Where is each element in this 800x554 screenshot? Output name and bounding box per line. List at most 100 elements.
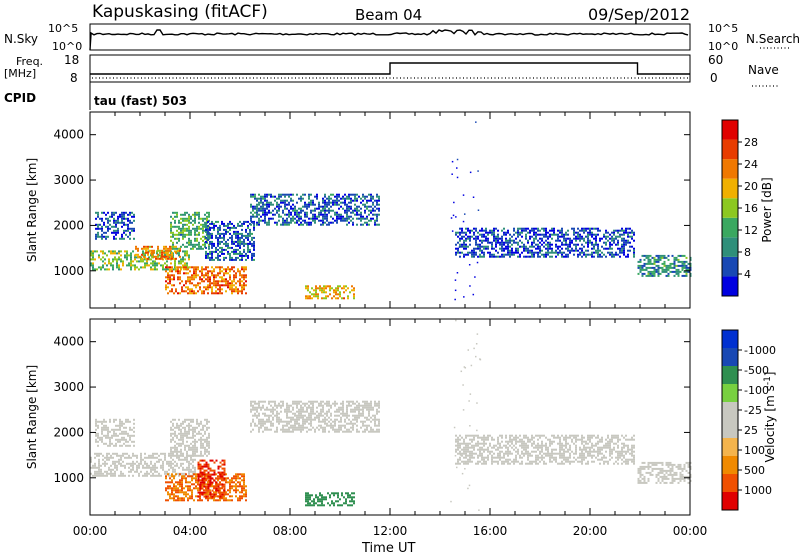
- freq-label-bottom: [MHz]: [4, 67, 36, 80]
- x-tick-label: 12:00: [373, 524, 408, 538]
- velocity-ylabel: Slant Range [km]: [25, 365, 39, 469]
- velocity-colorbar-swatch: [722, 348, 738, 366]
- velocity-colorbar-tick-label: 500: [744, 464, 765, 477]
- y-tick-label: 1000: [53, 264, 84, 278]
- power-colorbar-swatch: [722, 159, 738, 179]
- velocity-colorbar-swatch: [722, 456, 738, 474]
- power-colorbar-tick-label: 28: [744, 136, 758, 149]
- power-colorbar-tick-label: 4: [744, 268, 751, 281]
- velocity-colorbar-swatch: [722, 492, 738, 510]
- power-colorbar-tick-label: 16: [744, 202, 758, 215]
- cpid-label: CPID: [4, 91, 36, 105]
- data-region: [170, 211, 210, 250]
- data-region: [90, 452, 196, 477]
- velocity-colorbar-swatch: [722, 474, 738, 492]
- x-tick-label: 08:00: [273, 524, 308, 538]
- velocity-data-layer: [90, 319, 692, 511]
- data-region: [637, 254, 692, 277]
- x-tick-label: 16:00: [473, 524, 508, 538]
- velocity-colorbar-tick-label: -1000: [744, 344, 776, 357]
- data-region: [90, 250, 190, 271]
- power-colorbar: 4 8 12 16 20 24 28: [721, 119, 758, 297]
- freq-left-tick-bottom: 8: [70, 71, 78, 85]
- nsky-trace: [89, 29, 689, 51]
- y-tick-label: 4000: [53, 128, 84, 142]
- freq-panel: Freq. [MHz] 18 8 60 0 Nave: [4, 53, 780, 87]
- velocity-colorbar-tick-label: -25: [744, 404, 762, 417]
- data-region: [250, 400, 380, 433]
- x-tick-label: 00:00: [673, 524, 708, 538]
- nsky-right-tick-bottom: 10^0: [708, 40, 738, 53]
- velocity-colorbar-swatch: [722, 384, 738, 402]
- velocity-colorbar-tick-label: 25: [744, 424, 758, 437]
- velocity-colorbar-label: Velocity [m s-1]: [763, 372, 777, 463]
- data-region: [455, 227, 635, 258]
- velocity-colorbar-swatch: [722, 438, 738, 456]
- nave-label: Nave: [748, 63, 779, 77]
- y-tick-label: 3000: [53, 173, 84, 187]
- nsky-left-tick-bottom: 10^0: [52, 40, 82, 53]
- cpid-panel: CPID tau (fast) 503: [4, 82, 187, 110]
- y-tick-label: 1000: [53, 471, 84, 485]
- power-colorbar-tick-label: 24: [744, 158, 758, 171]
- cpid-value: tau (fast) 503: [94, 94, 187, 108]
- date-title: 09/Sep/2012: [588, 5, 690, 24]
- freq-right-tick-top: 60: [708, 53, 723, 67]
- velocity-colorbar-swatch: [722, 420, 738, 438]
- freq-left-tick-top: 18: [64, 53, 79, 67]
- power-colorbar-tick-label: 8: [744, 246, 751, 259]
- nsky-right-tick-top: 10^5: [708, 22, 738, 35]
- data-region: [205, 220, 255, 261]
- freq-label-top: Freq.: [16, 55, 43, 68]
- freq-right-tick-bottom: 0: [710, 71, 718, 85]
- y-tick-label: 2000: [53, 218, 84, 232]
- x-tick-label: 20:00: [573, 524, 608, 538]
- nsky-left-tick-top: 10^5: [48, 22, 78, 35]
- power-colorbar-swatch: [722, 237, 738, 257]
- power-colorbar-swatch: [722, 139, 738, 160]
- data-region: [170, 418, 210, 457]
- velocity-colorbar-swatch: [722, 330, 738, 348]
- y-tick-label: 4000: [53, 335, 84, 349]
- power-colorbar-swatch: [722, 256, 738, 277]
- data-region: [250, 193, 380, 226]
- power-colorbar-label: Power [dB]: [760, 177, 774, 242]
- data-region: [197, 459, 226, 498]
- velocity-colorbar-tick-label: -100: [744, 384, 769, 397]
- y-tick-label: 2000: [53, 425, 84, 439]
- power-colorbar-tick-label: 20: [744, 180, 758, 193]
- power-colorbar-swatch: [722, 217, 738, 238]
- power-ylabel: Slant Range [km]: [25, 158, 39, 262]
- nsky-panel: N.Sky 10^5 10^0 10^5 10^0 N.Search: [4, 22, 800, 53]
- x-tick-label: 00:00: [73, 524, 108, 538]
- data-region: [135, 245, 181, 260]
- beam-title: Beam 04: [355, 6, 422, 24]
- power-panel: 1000 2000 3000 4000 Slant Range [km] 4 8 12 16…: [25, 111, 774, 309]
- freq-trace: [90, 62, 690, 75]
- nsky-label: N.Sky: [4, 32, 38, 46]
- data-region: [95, 418, 135, 447]
- velocity-colorbar: 1000 500 100 25 -25 -100 -500 -1000: [721, 329, 776, 511]
- power-data-layer: [90, 121, 692, 301]
- y-tick-label: 3000: [53, 380, 84, 394]
- velocity-colorbar-swatch: [722, 366, 738, 384]
- power-colorbar-swatch: [722, 276, 738, 296]
- data-region: [637, 461, 692, 484]
- data-region: [455, 434, 635, 465]
- power-colorbar-swatch: [722, 178, 738, 199]
- velocity-colorbar-tick-label: 1000: [744, 484, 772, 497]
- data-region: [165, 266, 247, 295]
- velocity-panel: 1000 2000 3000 4000 00:00 04:00 08:00 12:00 16:…: [25, 112, 777, 554]
- velocity-colorbar-tick-label: -500: [744, 364, 769, 377]
- power-colorbar-swatch: [722, 198, 738, 218]
- data-region: [95, 211, 135, 240]
- velocity-colorbar-tick-label: 100: [744, 444, 765, 457]
- power-colorbar-tick-label: 12: [744, 224, 758, 237]
- time-axis-label: Time UT: [361, 541, 415, 554]
- power-colorbar-swatch: [722, 120, 738, 140]
- velocity-colorbar-swatch: [722, 402, 738, 420]
- data-region: [305, 492, 355, 507]
- data-region: [305, 285, 355, 300]
- nsearch-label: N.Search: [746, 32, 800, 46]
